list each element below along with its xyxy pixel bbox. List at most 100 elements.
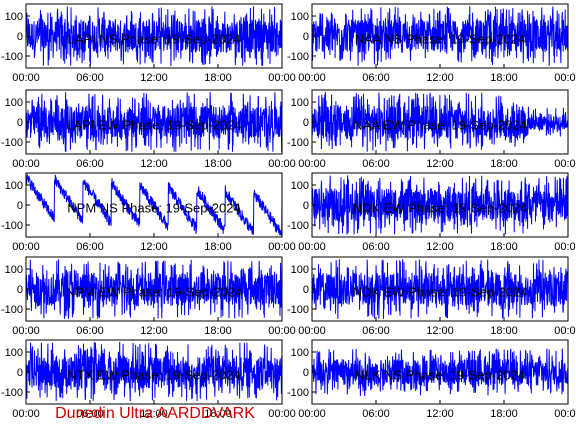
panel-title: NDK EW Phase: 19-Sep-2024 <box>353 285 528 300</box>
footer-label: Dunedin Ultra AARDDVARK <box>55 405 255 422</box>
x-tick-label: 18:00 <box>204 241 232 253</box>
x-tick-label: 00:00 <box>268 72 296 84</box>
y-tick-label: 0 <box>303 367 309 379</box>
x-tick-label: 00:00 <box>268 325 296 337</box>
panel-title: LAPI NS Phase: 19-Sep-2024 <box>68 32 241 47</box>
x-tick-label: 00:00 <box>298 325 326 337</box>
y-tick-label: 0 <box>17 117 23 129</box>
x-tick-label: 00:00 <box>268 408 296 420</box>
y-tick-label: -100 <box>1 387 23 399</box>
y-tick-label: 0 <box>303 31 309 43</box>
panel-3: 100 0 -100 00:00 06:00 12:00 18:00 00:00 LAPI EW… <box>1 89 296 170</box>
y-tick-label: -100 <box>1 304 23 316</box>
y-tick-label: -100 <box>287 51 309 63</box>
y-tick-label: -100 <box>1 51 23 63</box>
y-tick-label: 0 <box>303 284 309 296</box>
x-tick-label: 00:00 <box>12 158 40 170</box>
x-tick-label: 18:00 <box>204 72 232 84</box>
x-tick-label: 00:00 <box>268 241 296 253</box>
x-tick-label: 06:00 <box>362 158 390 170</box>
y-tick-label: -100 <box>1 220 23 232</box>
panel-10: 100 0 -100 00:00 06:00 12:00 18:00 00:00 NLK NS … <box>287 339 576 420</box>
panel-title: LAPI EW Phase: 19-Sep-2024 <box>66 118 242 133</box>
y-tick-label: 100 <box>5 97 23 109</box>
x-tick-label: 06:00 <box>76 325 104 337</box>
x-tick-label: 00:00 <box>298 241 326 253</box>
x-tick-label: 12:00 <box>140 408 168 420</box>
panel-title: NAA EW Phase: 19-Sep-2024 <box>353 118 526 133</box>
y-tick-label: -100 <box>287 220 309 232</box>
panel-title: NPM NS Phase: 19-Sep-2024 <box>67 201 240 216</box>
x-tick-label: 18:00 <box>490 158 518 170</box>
y-tick-label: 100 <box>5 180 23 192</box>
y-tick-label: 100 <box>291 11 309 23</box>
y-tick-label: 0 <box>17 284 23 296</box>
x-tick-label: 06:00 <box>76 158 104 170</box>
trace-line <box>312 259 568 319</box>
y-tick-label: 100 <box>5 11 23 23</box>
x-tick-label: 00:00 <box>12 408 40 420</box>
x-tick-label: 00:00 <box>12 325 40 337</box>
x-tick-label: 18:00 <box>490 241 518 253</box>
y-tick-label: 100 <box>291 264 309 276</box>
panel-title: NDK EW Phase: 19-Sep-2024 <box>353 201 528 216</box>
y-tick-label: 100 <box>5 347 23 359</box>
x-tick-label: 06:00 <box>362 241 390 253</box>
y-tick-label: 100 <box>291 180 309 192</box>
x-tick-label: 00:00 <box>12 72 40 84</box>
panel-1: 100 0 -100 00:00 06:00 12:00 18:00 00:00 LAPI NS… <box>1 3 296 84</box>
trace-line <box>312 6 568 66</box>
y-tick-label: 100 <box>291 97 309 109</box>
x-tick-label: 00:00 <box>554 241 576 253</box>
x-tick-label: 06:00 <box>362 72 390 84</box>
x-tick-label: 00:00 <box>554 72 576 84</box>
x-tick-label: 00:00 <box>12 241 40 253</box>
trace-line <box>26 91 282 153</box>
y-tick-label: 0 <box>17 31 23 43</box>
y-tick-label: -100 <box>287 304 309 316</box>
y-tick-label: 0 <box>303 200 309 212</box>
trace-line <box>26 341 282 402</box>
x-tick-label: 18:00 <box>490 325 518 337</box>
panel-title: NPM EW Phase: 19-Sep-2024 <box>66 285 242 300</box>
panel-2: 100 0 -100 00:00 06:00 12:00 18:00 00:00 NAA NS … <box>287 3 576 84</box>
x-tick-label: 12:00 <box>426 408 454 420</box>
x-tick-label: 12:00 <box>140 325 168 337</box>
x-tick-label: 06:00 <box>76 72 104 84</box>
y-tick-label: -100 <box>1 137 23 149</box>
panel-5: 100 0 -100 00:00 06:00 12:00 18:00 00:00 NPM NS … <box>1 172 296 253</box>
y-tick-label: 100 <box>5 264 23 276</box>
x-tick-label: 18:00 <box>204 158 232 170</box>
x-tick-label: 00:00 <box>298 158 326 170</box>
x-tick-label: 00:00 <box>298 408 326 420</box>
panel-8: 100 0 -100 00:00 06:00 12:00 18:00 00:00 NDK EW … <box>287 256 576 337</box>
trace-line <box>26 173 282 236</box>
panel-title: NLK NS Phase: 19-Sep-2024 <box>355 368 525 383</box>
x-tick-label: 00:00 <box>554 325 576 337</box>
panel-title: NAA NS Phase: 19-Sep-2024 <box>355 32 526 47</box>
x-tick-label: 12:00 <box>140 158 168 170</box>
panel-6: 100 0 -100 00:00 06:00 12:00 18:00 00:00 NDK EW … <box>287 172 576 253</box>
trace-line <box>312 348 568 397</box>
x-tick-label: 12:00 <box>426 158 454 170</box>
x-tick-label: 18:00 <box>490 72 518 84</box>
trace-line <box>312 92 568 152</box>
x-tick-label: 00:00 <box>268 158 296 170</box>
x-tick-label: 12:00 <box>426 72 454 84</box>
trace-line <box>312 175 568 235</box>
trace-line <box>26 6 282 66</box>
panel-title: NTX EW Phase: 19-Sep-2024 <box>67 368 240 383</box>
x-tick-label: 00:00 <box>298 72 326 84</box>
y-tick-label: 100 <box>291 347 309 359</box>
panel-4: 100 0 -100 00:00 06:00 12:00 18:00 00:00 NAA EW … <box>287 89 576 170</box>
y-tick-label: -100 <box>287 387 309 399</box>
panel-7: 100 0 -100 00:00 06:00 12:00 18:00 00:00 NPM EW … <box>1 256 296 337</box>
x-tick-label: 00:00 <box>554 408 576 420</box>
y-tick-label: 0 <box>17 200 23 212</box>
x-tick-label: 00:00 <box>554 158 576 170</box>
x-tick-label: 12:00 <box>140 72 168 84</box>
x-tick-label: 18:00 <box>204 325 232 337</box>
y-tick-label: -100 <box>287 137 309 149</box>
y-tick-label: 0 <box>17 367 23 379</box>
